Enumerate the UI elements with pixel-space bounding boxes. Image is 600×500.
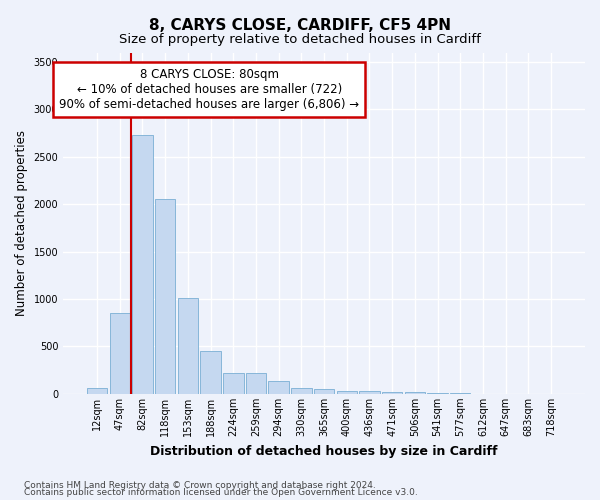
Text: Size of property relative to detached houses in Cardiff: Size of property relative to detached ho…: [119, 32, 481, 46]
X-axis label: Distribution of detached houses by size in Cardiff: Distribution of detached houses by size …: [151, 444, 498, 458]
Bar: [87, 388, 107, 394]
Bar: [382, 392, 403, 394]
Bar: [427, 393, 448, 394]
Text: Contains HM Land Registry data © Crown copyright and database right 2024.: Contains HM Land Registry data © Crown c…: [24, 480, 376, 490]
Bar: [268, 380, 289, 394]
Text: Contains public sector information licensed under the Open Government Licence v3: Contains public sector information licen…: [24, 488, 418, 497]
Bar: [155, 198, 175, 394]
Bar: [110, 314, 130, 394]
Text: 8, CARYS CLOSE, CARDIFF, CF5 4PN: 8, CARYS CLOSE, CARDIFF, CF5 4PN: [149, 18, 451, 32]
Bar: [314, 388, 334, 394]
Bar: [246, 373, 266, 394]
Bar: [291, 388, 311, 394]
Bar: [200, 350, 221, 394]
Bar: [337, 390, 357, 394]
Bar: [132, 135, 153, 394]
Bar: [404, 392, 425, 394]
Bar: [359, 391, 380, 394]
Text: 8 CARYS CLOSE: 80sqm
← 10% of detached houses are smaller (722)
90% of semi-deta: 8 CARYS CLOSE: 80sqm ← 10% of detached h…: [59, 68, 359, 111]
Bar: [178, 298, 198, 394]
Y-axis label: Number of detached properties: Number of detached properties: [15, 130, 28, 316]
Bar: [223, 372, 244, 394]
